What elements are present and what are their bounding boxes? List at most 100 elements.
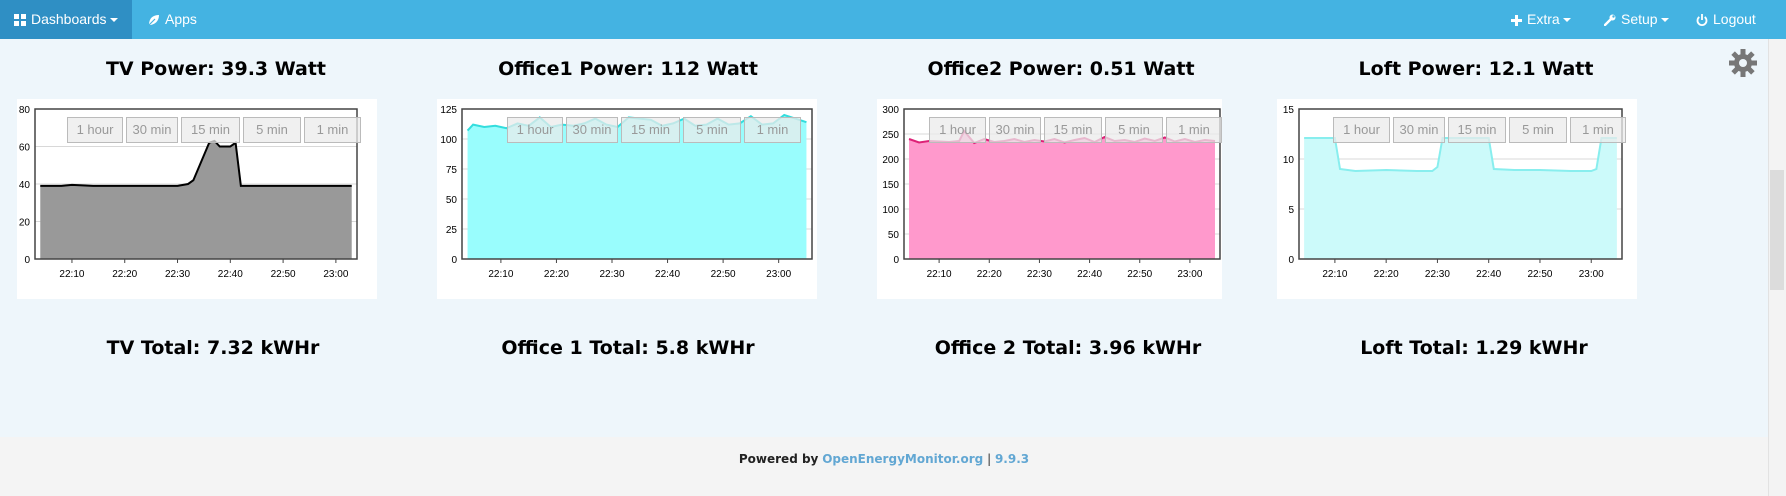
y-tick-label: 250 [882,130,899,141]
scrollbar-thumb[interactable] [1770,170,1784,290]
time-btn-1-hour[interactable]: 1 hour [929,117,986,143]
time-btn-5-min[interactable]: 5 min [1105,117,1163,143]
office1-power-graph: 0 25 50 75 100 125 22:10 22:20 22:30 22:40 22:50 23… [437,99,817,299]
tv-power-graph: 0 20 40 60 80 22:10 22:20 22:30 22:40 22:50 23:00 1… [17,99,377,299]
time-btn-1-min[interactable]: 1 min [1166,117,1222,143]
x-tick-label: 22:30 [599,269,624,280]
time-btn-30-min[interactable]: 30 min [566,117,618,143]
x-tick-label: 22:20 [1374,269,1399,280]
y-tick-label: 0 [1288,255,1294,266]
time-range-buttons: 1 hour 30 min 15 min 5 min 1 min [17,117,377,143]
time-btn-1-hour[interactable]: 1 hour [1333,117,1390,143]
y-tick-label: 20 [19,218,31,229]
plot-border [903,108,1221,260]
plot-border [34,108,358,260]
office1-power-title: Office1 Power: 112 Watt [498,58,758,80]
caret-down-icon [1660,18,1669,23]
y-tick-label: 125 [440,105,457,116]
y-tick-label: 80 [19,105,31,116]
time-btn-30-min[interactable]: 30 min [989,117,1041,143]
footer-link[interactable]: OpenEnergyMonitor.org [822,452,984,466]
time-btn-1-hour[interactable]: 1 hour [67,117,123,143]
y-tick-label: 60 [19,143,31,154]
office2-total-title: Office 2 Total: 3.96 kWHr [934,337,1202,359]
apps-menu[interactable]: Apps [148,0,197,39]
x-tick-label: 23:00 [766,269,791,280]
area-fill [40,140,352,259]
x-tick-label: 22:20 [977,269,1002,280]
loft-power-title: Loft Power: 12.1 Watt [1358,58,1594,80]
x-tick-label: 22:40 [1077,269,1102,280]
time-btn-15-min[interactable]: 15 min [1448,117,1506,143]
x-tick-label: 22:40 [655,269,680,280]
x-tick-label: 22:10 [488,269,513,280]
x-tick-label: 22:10 [1322,269,1347,280]
loft-power-graph: 0 5 10 15 22:10 22:20 22:30 22:40 22:50 23:00 1 ho… [1277,99,1637,299]
x-tick-label: 23:00 [323,269,348,280]
office2-power-title: Office2 Power: 0.51 Watt [927,58,1195,80]
time-btn-5-min[interactable]: 5 min [683,117,741,143]
time-btn-15-min[interactable]: 15 min [181,117,240,143]
x-tick-label: 23:00 [1579,269,1604,280]
footer-powered-by: Powered by [738,452,819,466]
x-tick-label: 22:50 [271,269,296,280]
power-icon [1696,14,1708,27]
y-tick-label: 5 [1288,205,1294,216]
time-btn-1-hour[interactable]: 1 hour [507,117,563,143]
gear-icon[interactable] [1728,48,1758,78]
y-tick-label: 0 [24,255,30,266]
y-tick-label: 75 [446,165,458,176]
apps-label: Apps [165,11,197,27]
time-btn-15-min[interactable]: 15 min [621,117,680,143]
area-fill [909,131,1215,259]
logout-button[interactable]: Logout [1696,0,1756,39]
y-tick-label: 50 [446,195,458,206]
time-range-buttons: 1 hour 30 min 15 min 5 min 1 min [1277,117,1637,143]
time-btn-15-min[interactable]: 15 min [1044,117,1102,143]
time-btn-5-min[interactable]: 5 min [1509,117,1567,143]
x-tick-label: 22:20 [544,269,569,280]
top-navbar: Dashboards Apps Extra Setup Logout [0,0,1786,39]
x-tick-label: 22:40 [218,269,243,280]
y-tick-label: 0 [451,255,457,266]
plus-icon [1511,14,1522,26]
area-fill [1304,138,1617,259]
dashboards-label: Dashboards [31,11,107,27]
dashboards-menu[interactable]: Dashboards [0,0,132,39]
footer-version: 9.9.3 [994,452,1030,466]
x-tick-label: 22:10 [927,269,952,280]
time-btn-1-min[interactable]: 1 min [1570,117,1626,143]
tv-chart-svg: 0 20 40 60 80 22:10 22:20 22:30 22:40 22:50 23:00 [19,105,358,280]
extra-label: Extra [1527,11,1560,27]
office2-power-graph: 0 50 100 150 200 250 300 22:10 22:20 22:30 22:40 22… [877,99,1222,299]
x-tick-label: 22:10 [59,269,84,280]
x-tick-label: 22:50 [1527,269,1552,280]
time-btn-1-min[interactable]: 1 min [304,117,361,143]
time-btn-30-min[interactable]: 30 min [1393,117,1445,143]
time-btn-5-min[interactable]: 5 min [243,117,301,143]
extra-menu[interactable]: Extra [1511,0,1571,39]
loft-total-title: Loft Total: 1.29 kWHr [1360,337,1588,359]
x-tick-label: 22:50 [711,269,736,280]
office1-total-title: Office 1 Total: 5.8 kWHr [501,337,755,359]
logout-label: Logout [1713,11,1756,27]
footer-separator: | [987,452,992,466]
wrench-icon [1604,14,1616,27]
caret-down-icon [109,18,118,23]
footer: Powered by OpenEnergyMonitor.org | 9.9.3 [0,437,1768,496]
plot-border [461,108,813,260]
x-tick-label: 22:40 [1476,269,1501,280]
time-btn-30-min[interactable]: 30 min [126,117,178,143]
x-tick-label: 23:00 [1177,269,1202,280]
y-tick-label: 100 [882,205,899,216]
time-range-buttons: 1 hour 30 min 15 min 5 min 1 min [437,117,817,143]
y-tick-label: 10 [1283,155,1295,166]
area-fill [467,115,807,259]
time-btn-1-min[interactable]: 1 min [744,117,801,143]
y-tick-label: 100 [440,135,457,146]
y-tick-label: 300 [882,105,899,116]
dashboard-grid-icon [14,14,26,27]
setup-menu[interactable]: Setup [1604,0,1669,39]
y-tick-label: 25 [446,225,458,236]
tv-power-title: TV Power: 39.3 Watt [105,58,327,80]
